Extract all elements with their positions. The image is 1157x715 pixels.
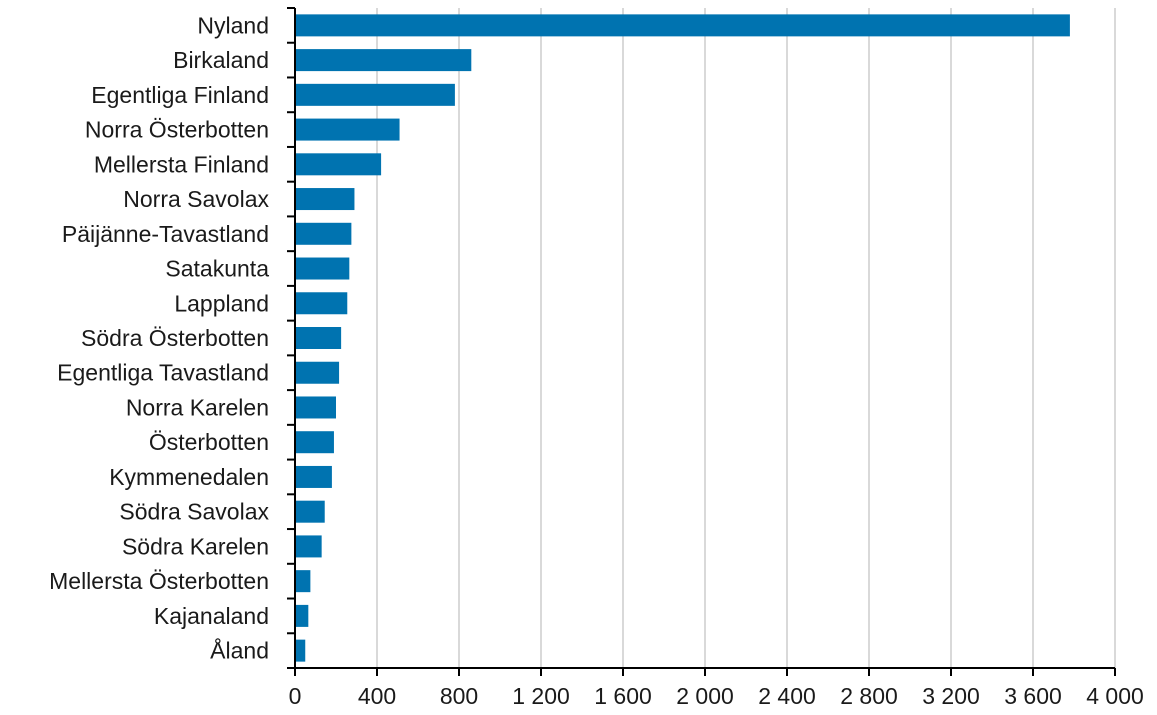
category-label: Södra Savolax (119, 499, 269, 525)
category-label: Österbotten (149, 429, 269, 455)
category-label: Mellersta Österbotten (49, 568, 269, 594)
bar (295, 604, 309, 627)
x-tick-labels: 0 400 800 1 200 1 600 2 000 2 400 2 800 3 200 3 6… (289, 683, 1144, 709)
bar (295, 118, 400, 141)
gridlines (376, 8, 1116, 668)
category-label: Södra Karelen (122, 533, 269, 559)
category-label: Birkaland (173, 47, 269, 73)
bar (295, 396, 336, 419)
x-tick-label: 2 800 (840, 683, 898, 709)
category-label: Kymmenedalen (109, 464, 269, 490)
category-label: Södra Österbotten (81, 325, 269, 351)
bar (295, 500, 325, 523)
bar (295, 83, 455, 106)
bar (295, 222, 352, 245)
bar (295, 188, 355, 211)
bar (295, 292, 348, 315)
bar (295, 535, 322, 558)
category-labels: Nyland Birkaland Egentliga Finland Norra Ös… (49, 12, 269, 663)
x-tick-label: 2 400 (758, 683, 816, 709)
category-label: Kajanaland (154, 603, 269, 629)
category-label: Norra Karelen (126, 394, 269, 420)
category-label: Nyland (197, 12, 269, 38)
x-tick-label: 400 (358, 683, 396, 709)
bar (295, 14, 1070, 37)
bar (295, 465, 332, 488)
category-label: Åland (210, 637, 269, 664)
bar (295, 257, 350, 280)
bar (295, 431, 334, 454)
x-tick-label: 4 000 (1086, 683, 1144, 709)
x-tick-label: 1 600 (594, 683, 652, 709)
category-label: Päijänne-Tavastland (62, 221, 269, 247)
bar (295, 49, 472, 72)
category-label: Lappland (174, 290, 269, 316)
bars (295, 14, 1070, 662)
x-tick-label: 2 000 (676, 683, 734, 709)
category-label: Egentliga Finland (91, 82, 269, 108)
bar (295, 639, 306, 662)
x-tick-label: 0 (289, 683, 302, 709)
x-tick-label: 3 600 (1004, 683, 1062, 709)
bar (295, 153, 382, 176)
category-label: Egentliga Tavastland (57, 360, 269, 386)
bar (295, 570, 311, 593)
x-tick-label: 800 (440, 683, 478, 709)
bar (295, 361, 340, 384)
category-label: Satakunta (165, 256, 269, 282)
category-label: Mellersta Finland (94, 151, 269, 177)
category-label: Norra Savolax (123, 186, 269, 212)
bar (295, 327, 342, 349)
x-tick-label: 1 200 (512, 683, 570, 709)
axes (287, 7, 1116, 676)
category-label: Norra Österbotten (85, 117, 269, 143)
x-tick-label: 3 200 (922, 683, 980, 709)
